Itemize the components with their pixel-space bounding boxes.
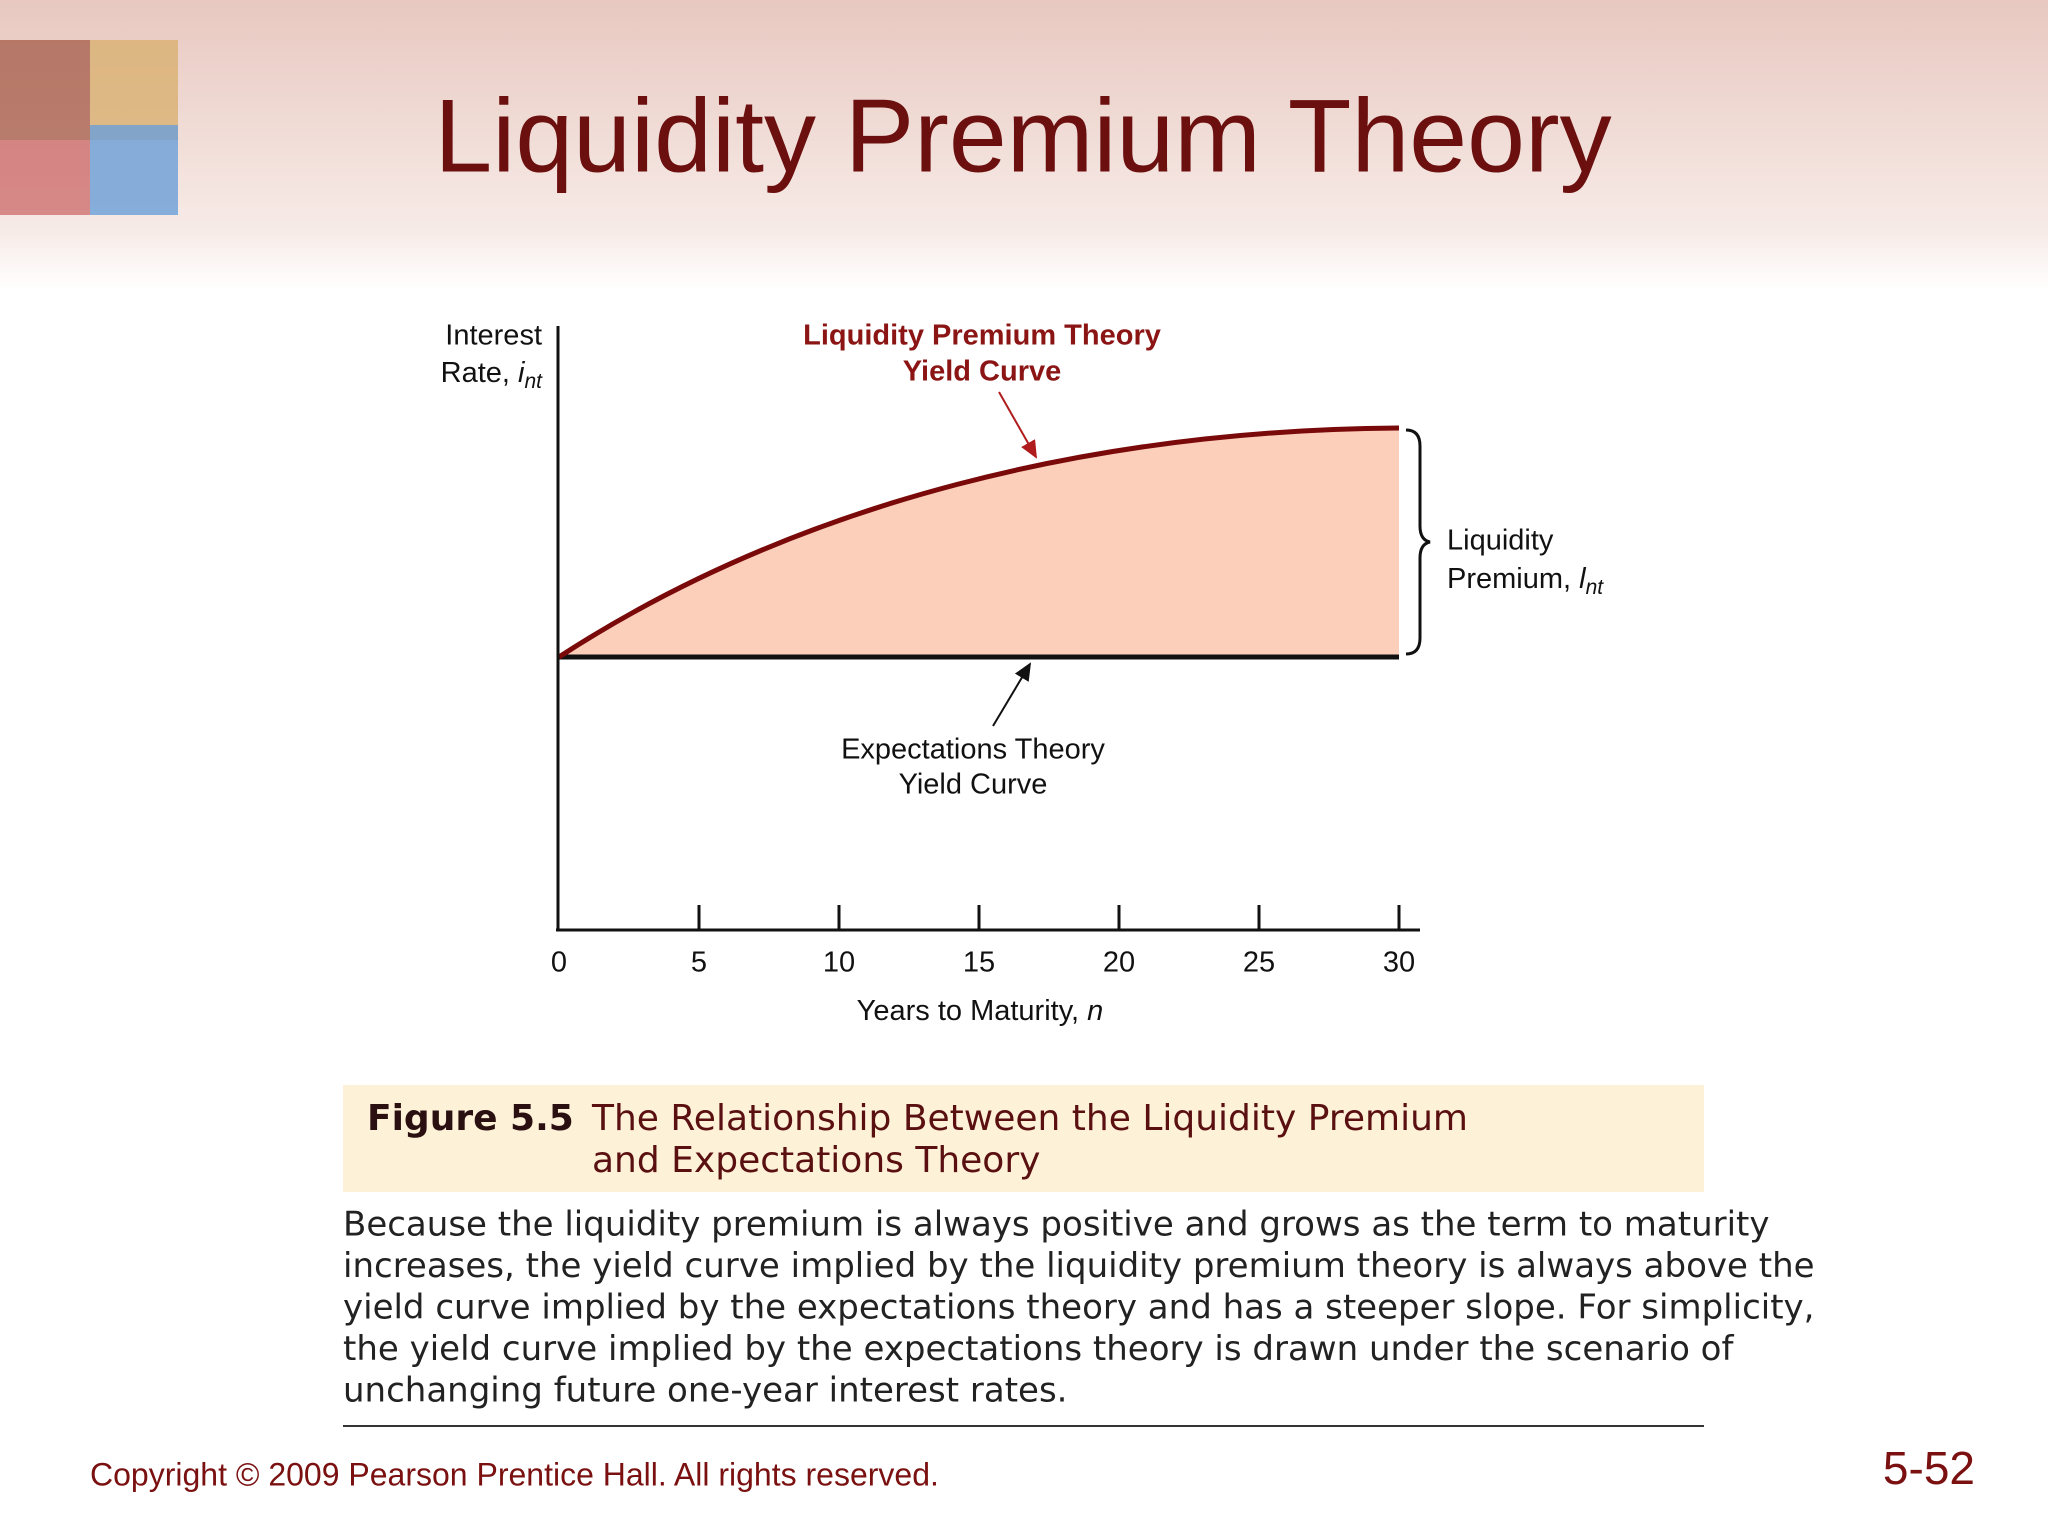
y-label: Rate, int <box>441 357 544 393</box>
x-label-symbol: n <box>1087 995 1103 1027</box>
caption-line: the yield curve implied by the expectati… <box>343 1329 1734 1369</box>
figure-title: and Expectations Theory <box>592 1140 1040 1181</box>
y-label-text: Rate, <box>441 357 510 389</box>
annotation: Yield Curve <box>899 769 1048 801</box>
chart: Interest Rate, int Liquidity Premium The… <box>441 320 1605 1027</box>
x-tick-label: 25 <box>1243 947 1275 979</box>
caption-line: Because the liquidity premium is always … <box>343 1205 1770 1245</box>
x-tick-label: 10 <box>823 947 855 979</box>
annotation: Expectations Theory <box>841 734 1105 766</box>
caption-line: unchanging future one-year interest rate… <box>343 1371 1067 1411</box>
premium-brace <box>1405 428 1431 656</box>
caption-line: yield curve implied by the expectations … <box>343 1288 1814 1328</box>
annotation-symbol: l <box>1579 563 1587 595</box>
y-label: Interest <box>445 320 542 352</box>
annotation: Yield Curve <box>903 356 1061 388</box>
annotation-text: Premium, <box>1447 563 1571 595</box>
header-band <box>0 0 2048 290</box>
logo <box>0 40 178 215</box>
annotation-subscript: nt <box>1586 576 1605 599</box>
x-tick-label: 20 <box>1103 947 1135 979</box>
y-label-subscript: nt <box>524 370 543 393</box>
arrow <box>998 391 1037 459</box>
x-label-text: Years to Maturity, <box>857 995 1079 1027</box>
liquidity-curve <box>557 425 1400 660</box>
slide-title: Liquidity Premium Theory <box>434 78 1611 194</box>
page-number: 5-52 <box>1883 1442 1975 1494</box>
annotation: Liquidity Premium Theory <box>803 320 1161 352</box>
y-label-symbol: i <box>518 357 526 389</box>
annotation: Liquidity <box>1447 525 1554 557</box>
x-tick-label: 30 <box>1383 947 1415 979</box>
annotation: Premium, lnt <box>1447 563 1604 599</box>
x-tick-label: 15 <box>963 947 995 979</box>
figure-title: The Relationship Between the Liquidity P… <box>591 1098 1468 1139</box>
premium-area <box>559 428 1399 657</box>
x-tick-label: 0 <box>551 947 567 979</box>
figure-box <box>343 1085 1704 1192</box>
x-label: Years to Maturity, n <box>857 995 1104 1027</box>
x-tick-label: 5 <box>691 947 707 979</box>
copyright: Copyright © 2009 Pearson Prentice Hall. … <box>90 1456 939 1492</box>
figure-number: Figure 5.5 <box>367 1098 574 1139</box>
arrow <box>992 662 1032 727</box>
caption: Because the liquidity premium is always … <box>343 1205 1815 1411</box>
caption-line: increases, the yield curve implied by th… <box>343 1246 1815 1286</box>
